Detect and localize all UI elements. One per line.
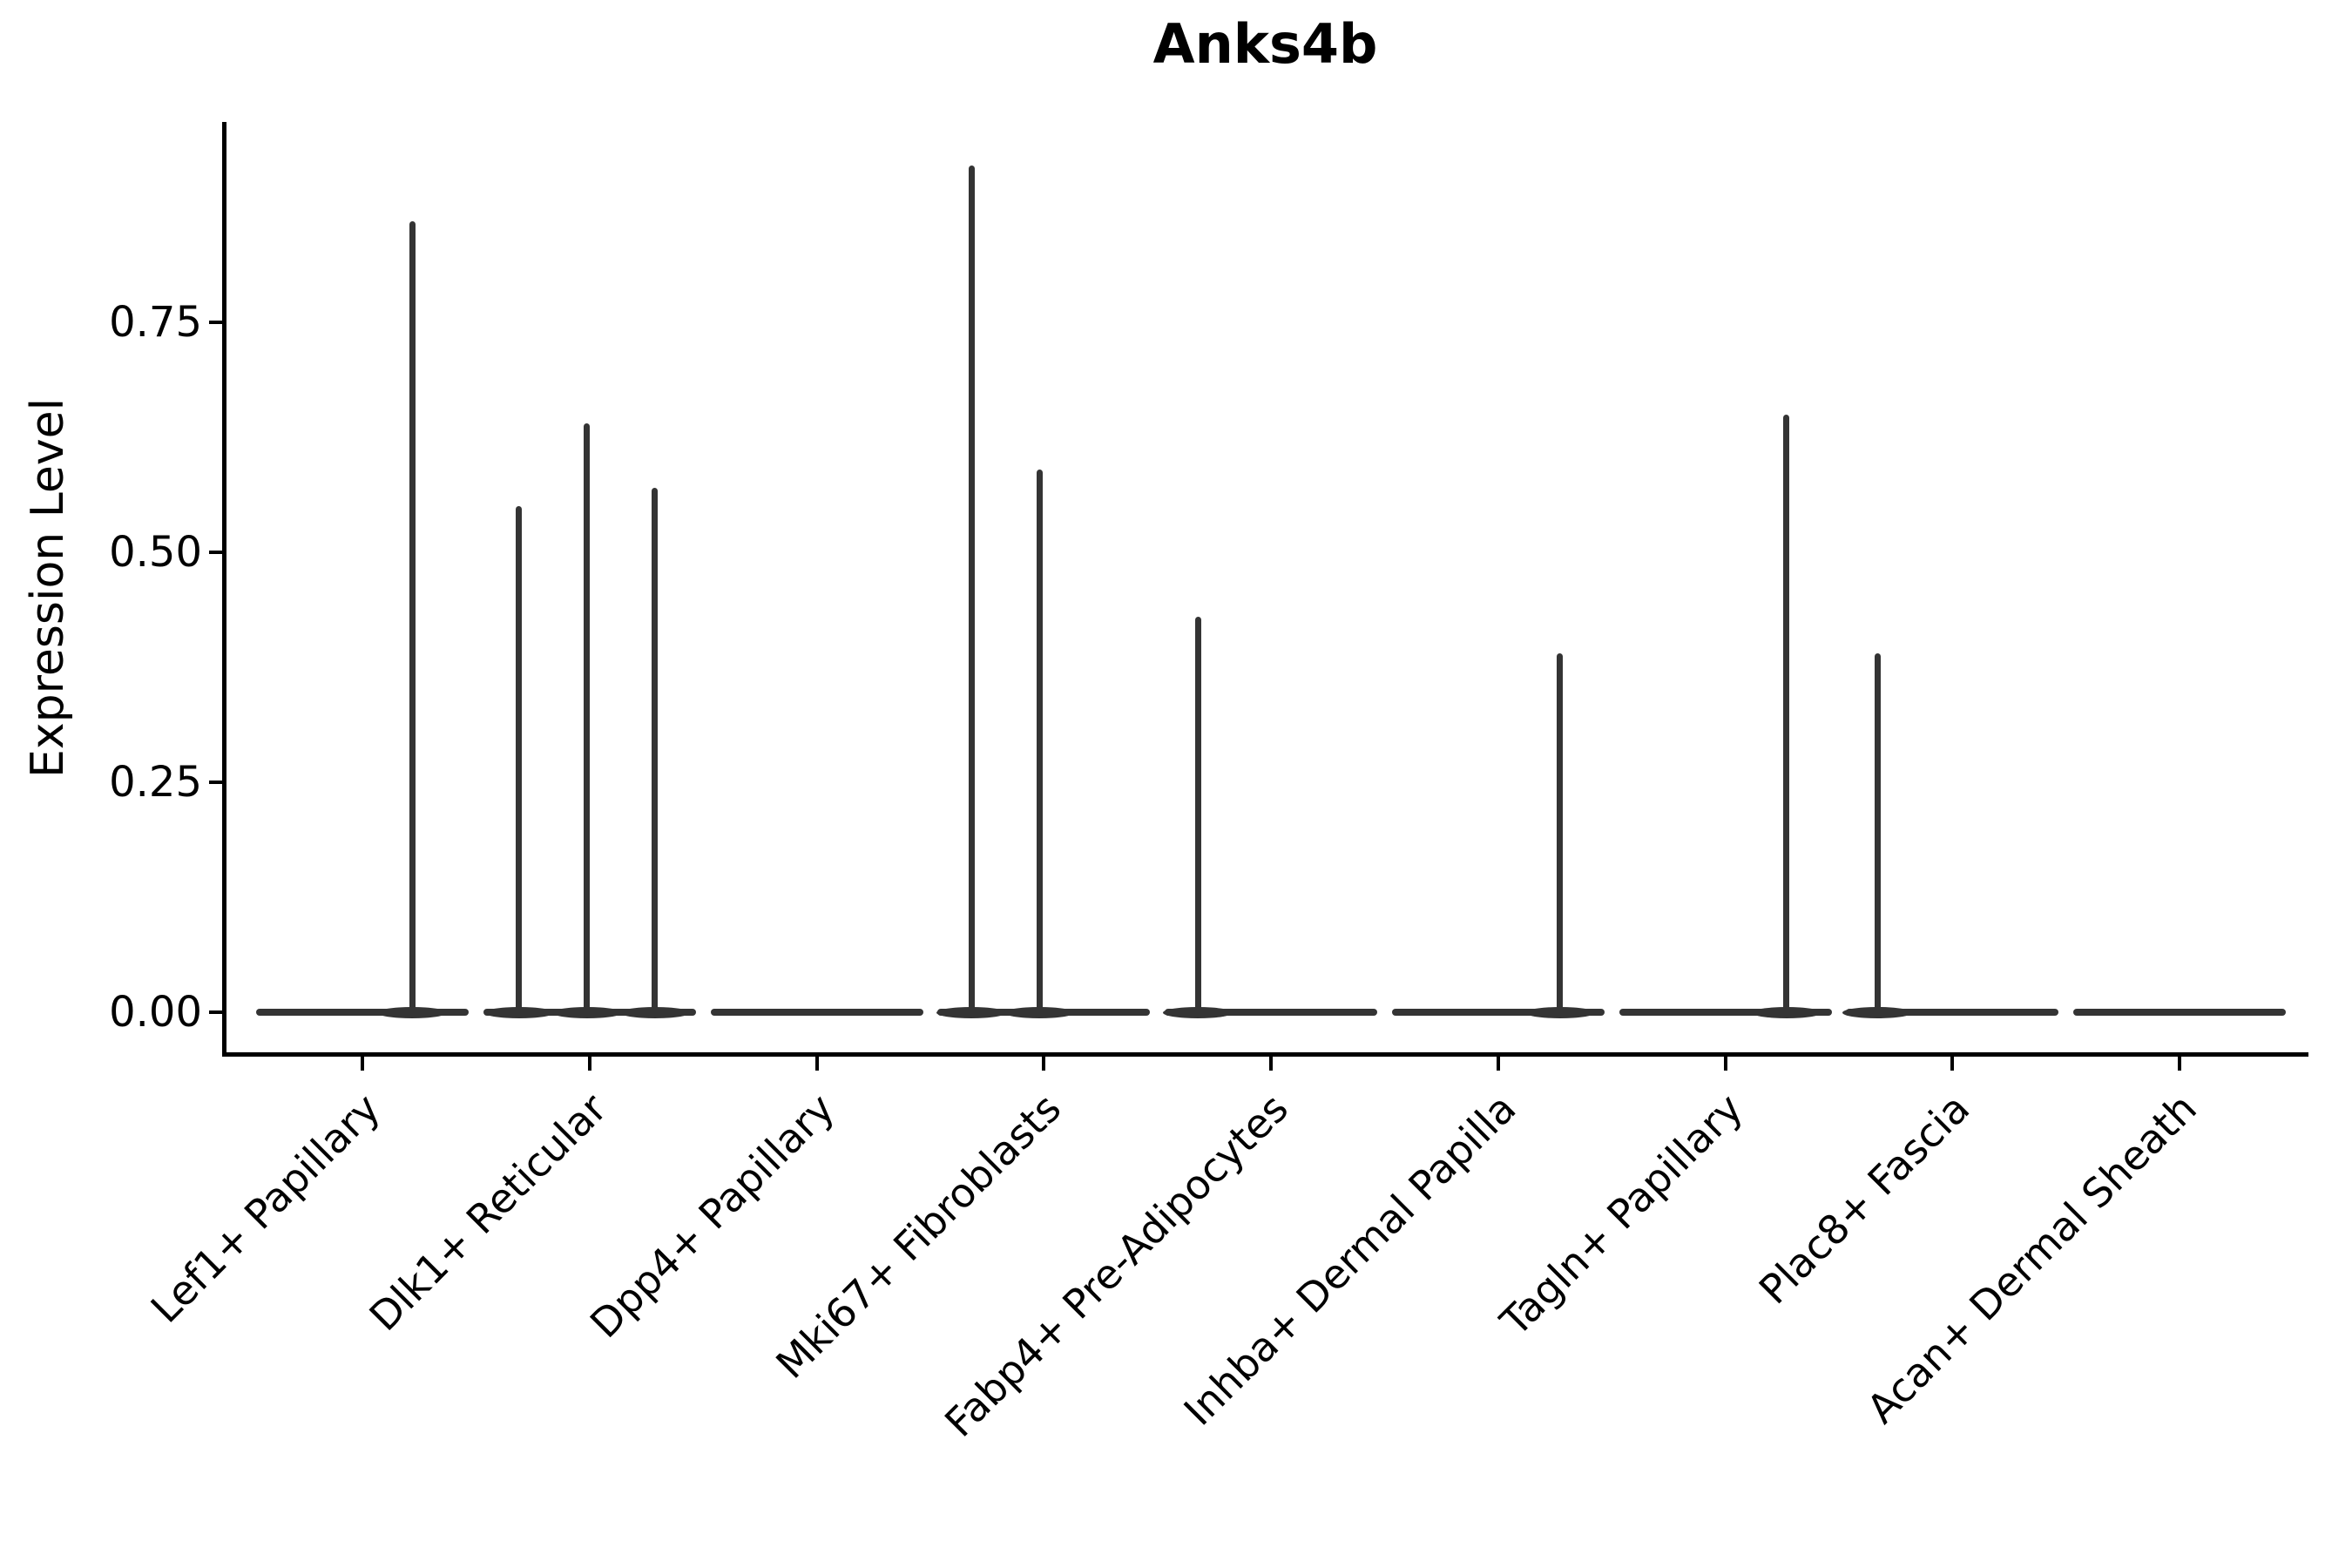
x-tick-mark xyxy=(2178,1057,2181,1071)
violin-spike-flare xyxy=(1004,1006,1075,1018)
violin-spike xyxy=(1194,616,1201,1012)
violin-baseline xyxy=(1391,1009,1605,1016)
violin-spike-flare xyxy=(377,1006,447,1018)
violin-baseline xyxy=(1165,1009,1377,1016)
y-tick-mark xyxy=(209,1010,223,1014)
x-tick-mark xyxy=(814,1057,819,1071)
x-tick-mark xyxy=(1723,1057,1727,1071)
violin-baseline xyxy=(1619,1009,1832,1016)
x-tick-label: Dlk1+ Reticular xyxy=(360,1085,616,1341)
violin-spike-flare xyxy=(1163,1006,1233,1018)
y-tick-label: 0.50 xyxy=(109,528,202,577)
violin-baseline xyxy=(1846,1009,2059,1016)
violin-spike-flare xyxy=(936,1006,1007,1018)
violin-baseline xyxy=(256,1009,469,1016)
y-tick-mark xyxy=(209,321,223,324)
violin-spike xyxy=(1874,653,1881,1012)
violin-spike xyxy=(409,220,416,1012)
y-tick-label: 0.00 xyxy=(109,988,202,1037)
y-tick-mark xyxy=(209,781,223,784)
violin-spike-flare xyxy=(551,1006,622,1018)
x-tick-label: Plac8+ Fascia xyxy=(1750,1085,1979,1314)
violin-spike xyxy=(584,423,591,1012)
violin-spike-flare xyxy=(1751,1006,1821,1018)
y-axis-label: Expression Level xyxy=(22,397,74,779)
x-axis-spine xyxy=(222,1052,2308,1057)
x-tick-label: Tagln+ Papillary xyxy=(1490,1085,1752,1345)
x-tick-mark xyxy=(1950,1057,1955,1071)
violin-spike-flare xyxy=(483,1006,554,1018)
violin-baseline xyxy=(2073,1009,2286,1016)
violin-spike xyxy=(516,506,523,1012)
violin-spike-flare xyxy=(1842,1006,1913,1018)
x-tick-mark xyxy=(587,1057,591,1071)
x-tick-mark xyxy=(361,1057,364,1071)
y-tick-mark xyxy=(209,551,223,554)
x-tick-mark xyxy=(1269,1057,1273,1071)
y-axis-spine xyxy=(222,122,226,1054)
violin-spike xyxy=(1557,653,1564,1012)
y-tick-label: 0.25 xyxy=(109,758,202,807)
violin-spike xyxy=(652,488,659,1012)
violin-spike xyxy=(1783,414,1789,1012)
violin-spike xyxy=(1036,469,1043,1012)
violin-spike-flare xyxy=(1524,1006,1595,1018)
x-tick-label: Dpp4+ Papillary xyxy=(580,1085,843,1348)
x-tick-mark xyxy=(1496,1057,1500,1071)
x-tick-mark xyxy=(1042,1057,1046,1071)
violin-baseline xyxy=(710,1009,923,1016)
x-tick-label: Lef1+ Papillary xyxy=(141,1085,389,1332)
violin-spike xyxy=(968,166,975,1012)
violin-spike-flare xyxy=(619,1006,690,1018)
y-tick-label: 0.75 xyxy=(109,298,202,347)
chart-title: Anks4b xyxy=(1152,12,1378,76)
